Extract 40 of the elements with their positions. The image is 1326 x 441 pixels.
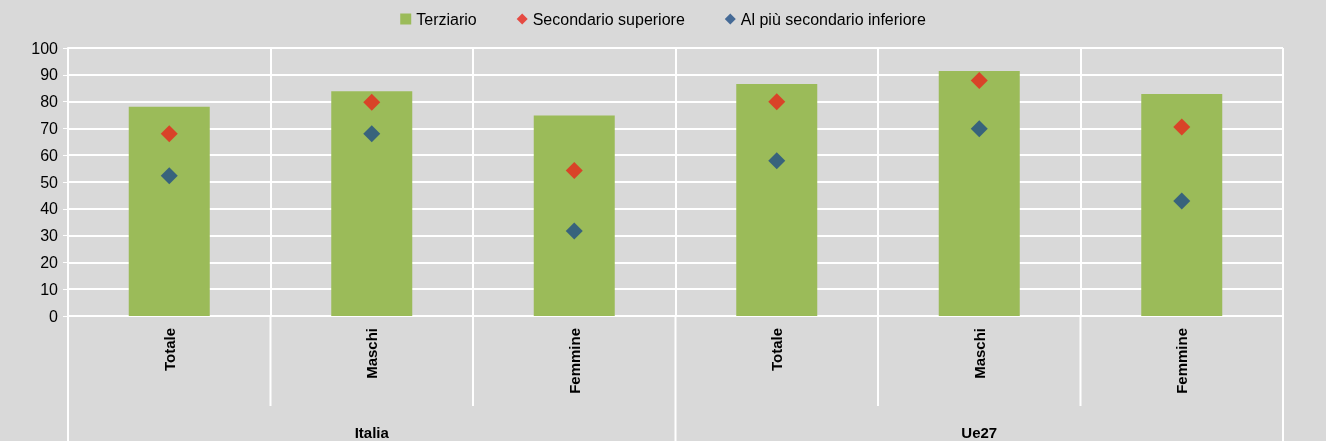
y-tick-label: 20 (40, 253, 59, 271)
text: Ue27 (961, 423, 998, 441)
x-tick-label: Femmine (1173, 328, 1191, 394)
y-tick-label: 10 (40, 280, 59, 298)
legend-label: Secondario superiore (532, 10, 685, 28)
point (1173, 118, 1191, 136)
point (363, 125, 381, 143)
point (565, 161, 583, 179)
y-tick-label: 60 (40, 146, 59, 164)
y-tick-label: 70 (40, 119, 59, 137)
point (970, 71, 988, 89)
bar (331, 91, 413, 316)
bar (128, 106, 210, 316)
legend-label: Al più secondario inferiore (740, 10, 926, 28)
point (970, 120, 988, 138)
point (160, 167, 178, 185)
text: Italia (354, 423, 390, 441)
y-tick-label: 80 (40, 93, 59, 111)
point (160, 125, 178, 143)
y-tick-label: 90 (40, 66, 59, 84)
bar (938, 71, 1020, 316)
x-tick-label: Totale (768, 328, 786, 372)
point (768, 93, 786, 111)
y-tick-label: 100 (31, 39, 59, 57)
bar (1141, 94, 1223, 316)
bar (736, 83, 818, 316)
y-tick-label: 40 (40, 200, 59, 218)
point (363, 93, 381, 111)
x-tick-label: Femmine (565, 328, 583, 394)
y-tick-label: 50 (40, 173, 59, 191)
legend-label: Terziario (416, 10, 477, 28)
point (768, 152, 786, 170)
bar (533, 115, 615, 316)
y-tick-label: 0 (49, 307, 59, 325)
point (565, 222, 583, 240)
x-tick-label: Maschi (363, 328, 381, 379)
x-tick-label: Maschi (970, 328, 988, 379)
point (1173, 192, 1191, 210)
y-tick-label: 30 (40, 227, 59, 245)
x-tick-label: Totale (160, 328, 178, 372)
